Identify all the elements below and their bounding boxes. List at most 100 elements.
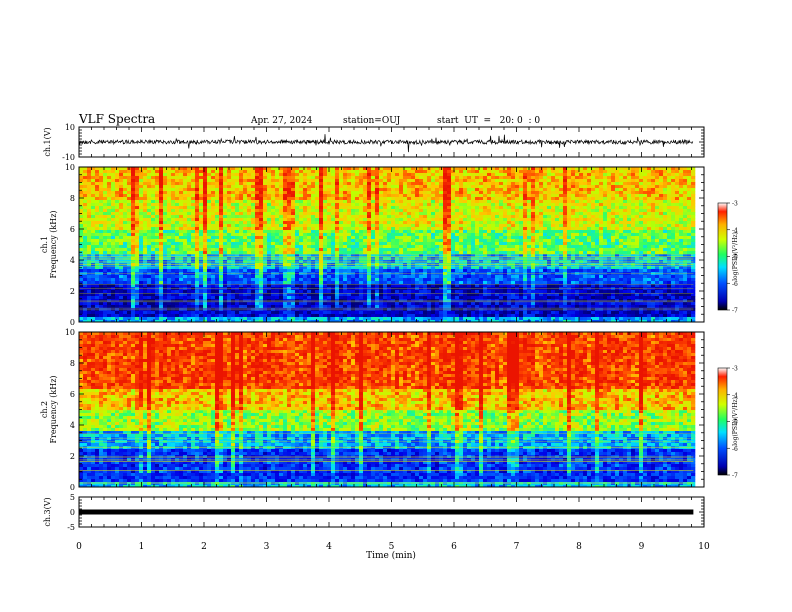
spectrogram-cell: [287, 227, 292, 231]
spectrogram-cell: [115, 239, 120, 243]
spectrogram-cell: [219, 251, 224, 255]
spectrogram-cell: [379, 257, 384, 261]
spectrogram-cell: [127, 173, 132, 177]
spectrogram-cell: [387, 257, 392, 261]
spectrogram-cell: [91, 170, 96, 174]
spectrogram-cell: [443, 266, 448, 270]
spectrogram-cell: [423, 233, 428, 237]
spectrogram-cell: [359, 305, 364, 309]
spectrogram-cell: [351, 239, 356, 243]
spectrogram-cell: [147, 275, 152, 279]
spectrogram-cell: [439, 200, 444, 204]
spectrogram-cell: [375, 257, 380, 261]
spectrogram-cell: [155, 200, 160, 204]
spectrogram-cell: [79, 188, 84, 192]
spectrogram-cell: [339, 227, 344, 231]
spectrogram-cell: [83, 167, 88, 171]
spectrogram-cell: [271, 290, 276, 294]
spectrogram-cell: [407, 188, 412, 192]
spectrogram-cell: [399, 248, 404, 252]
spectrogram-cell: [295, 293, 300, 297]
spectrogram-cell: [103, 236, 108, 240]
spectrogram-cell: [199, 176, 204, 180]
spectrogram-cell: [171, 233, 176, 237]
spectrogram-cell: [347, 275, 352, 279]
spectrogram-cell: [115, 242, 120, 246]
spectrogram-cell: [107, 311, 112, 315]
spectrogram-cell: [303, 254, 308, 258]
spectrogram-cell: [99, 317, 104, 321]
spectrogram-cell: [367, 266, 372, 270]
spectrogram-cell: [115, 215, 120, 219]
spectrogram-cell: [331, 179, 336, 183]
spectrogram-cell: [99, 254, 104, 258]
spectrogram-cell: [187, 302, 192, 306]
spectrogram-cell: [307, 257, 312, 261]
spectrogram-cell: [103, 170, 108, 174]
spectrogram-cell: [83, 278, 88, 282]
spectrogram-cell: [279, 278, 284, 282]
spectrogram-cell: [367, 320, 372, 322]
spectrogram-cell: [95, 227, 100, 231]
spectrogram-cell: [139, 290, 144, 294]
spectrogram-cell: [259, 221, 264, 225]
spectrogram-cell: [295, 209, 300, 213]
spectrogram-cell: [311, 320, 316, 322]
spectrogram-cell: [211, 296, 216, 300]
spectrogram-cell: [375, 209, 380, 213]
spectrogram-cell: [303, 179, 308, 183]
spectrogram-cell: [275, 230, 280, 234]
spectrogram-cell: [359, 188, 364, 192]
spectrogram-cell: [291, 293, 296, 297]
spectrogram-cell: [319, 269, 324, 273]
spectrogram-cell: [111, 215, 116, 219]
spectrogram-cell: [375, 173, 380, 177]
spectrogram-cell: [359, 203, 364, 207]
spectrogram-cell: [291, 215, 296, 219]
spectrogram-cell: [311, 200, 316, 204]
spectrogram-cell: [291, 281, 296, 285]
spectrogram-cell: [243, 212, 248, 216]
spectrogram-cell: [203, 167, 208, 171]
spectrogram-cell: [307, 188, 312, 192]
spectrogram-cell: [187, 317, 192, 321]
spectrogram-cell: [427, 311, 432, 315]
spectrogram-cell: [379, 272, 384, 276]
spectrogram-cell: [155, 176, 160, 180]
spectrogram-cell: [231, 290, 236, 294]
spectrogram-cell: [207, 320, 212, 322]
spectrogram-cell: [439, 305, 444, 309]
spectrogram-cell: [95, 233, 100, 237]
spectrogram-cell: [427, 236, 432, 240]
spectrogram-cell: [319, 179, 324, 183]
spectrogram-cell: [447, 302, 452, 306]
spectrogram-cell: [155, 275, 160, 279]
spectrogram-cell: [323, 320, 328, 322]
spectrogram-cell: [411, 173, 416, 177]
spectrogram-cell: [371, 284, 376, 288]
spectrogram-cell: [291, 278, 296, 282]
spectrogram-cell: [379, 179, 384, 183]
spectrogram-cell: [363, 245, 368, 249]
spectrogram-cell: [427, 176, 432, 180]
spectrogram-cell: [211, 206, 216, 210]
spectrogram-cell: [383, 215, 388, 219]
spectrogram-cell: [447, 269, 452, 273]
spectrogram-cell: [327, 245, 332, 249]
spectrogram-cell: [235, 167, 240, 171]
spectrogram-cell: [435, 314, 440, 318]
spectrogram-cell: [407, 281, 412, 285]
spectrogram-cell: [399, 230, 404, 234]
spectrogram-cell: [335, 215, 340, 219]
spectrogram-cell: [103, 275, 108, 279]
spectrogram-cell: [215, 302, 220, 306]
spectrogram-cell: [175, 236, 180, 240]
spectrogram-cell: [399, 236, 404, 240]
spectrogram-cell: [407, 275, 412, 279]
spectrogram-cell: [395, 251, 400, 255]
spectrogram-cell: [303, 245, 308, 249]
spectrogram-cell: [387, 227, 392, 231]
spectrogram-cell: [387, 293, 392, 297]
spectrogram-cell: [79, 311, 84, 315]
spectrogram-cell: [199, 200, 204, 204]
